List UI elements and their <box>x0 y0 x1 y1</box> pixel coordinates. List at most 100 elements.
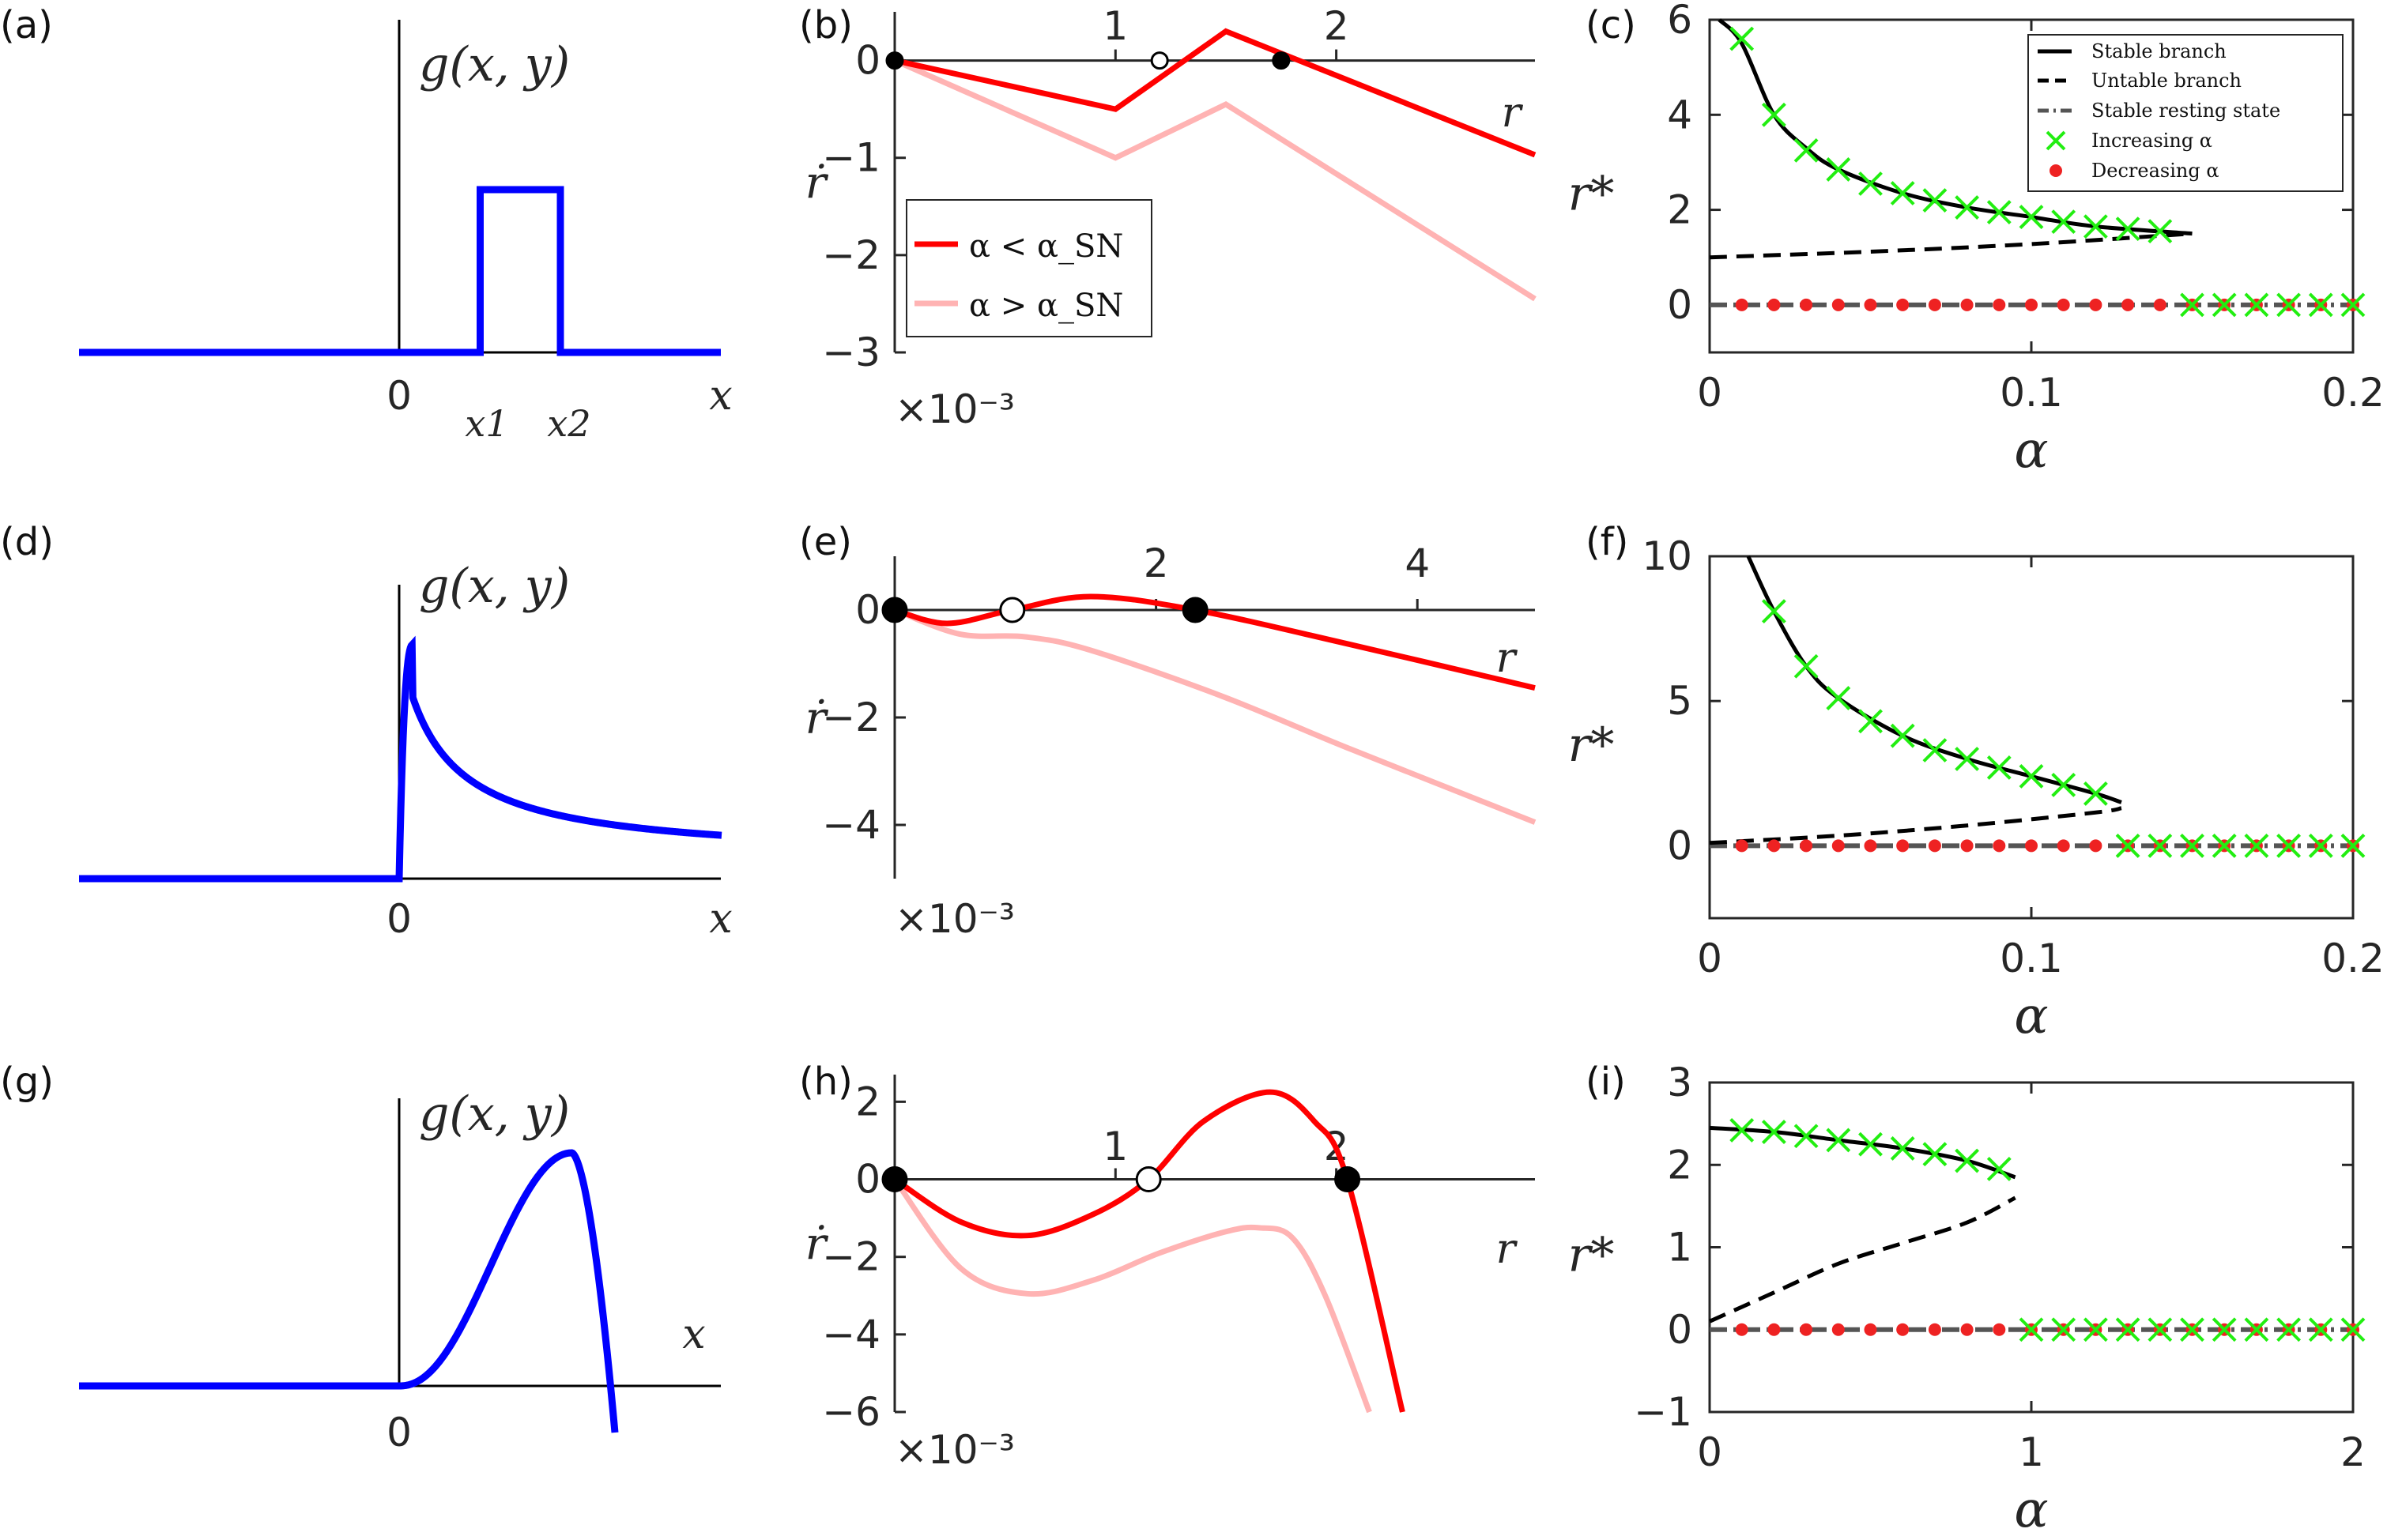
unstable-branch-f <box>1709 806 2122 845</box>
stable-fixed-point-e <box>1182 597 1209 623</box>
y-tick-label-b: 0 <box>855 38 881 84</box>
increasing-marker-c <box>2148 219 2173 244</box>
y-tick-label-h: 2 <box>855 1079 881 1124</box>
decreasing-marker-c <box>2057 298 2070 311</box>
increasing-marker-c <box>2212 292 2237 318</box>
increasing-marker-f <box>1890 723 1915 748</box>
y-tick-label-e: −4 <box>822 802 881 848</box>
decreasing-marker-f <box>1767 839 1781 853</box>
legend-box-c <box>2027 34 2344 192</box>
increasing-marker-i <box>1922 1142 1948 1167</box>
y-tick-label-h: −2 <box>822 1234 881 1280</box>
increasing-marker-c <box>1986 200 2012 224</box>
y-tick-label-i: 0 <box>1667 1307 1692 1353</box>
scale-label-h: ×10⁻³ <box>895 1427 1015 1473</box>
increasing-marker-i <box>2148 1317 2173 1342</box>
decreasing-marker-i <box>1767 1323 1781 1336</box>
y-tick-label-e: −2 <box>822 695 881 740</box>
increasing-marker-c <box>1793 137 1819 163</box>
legend-text-1: Untable branch <box>2091 70 2242 92</box>
y-tick-label-c: 0 <box>1667 282 1692 328</box>
x-tick-label-h: 1 <box>1103 1124 1128 1169</box>
decreasing-marker-i <box>1896 1323 1910 1336</box>
legend-text-gt-b: α > α_SN <box>969 288 1123 324</box>
increasing-marker-f <box>2180 833 2204 858</box>
increasing-marker-i <box>1826 1128 1851 1153</box>
panel-label-b: (b) <box>799 3 853 47</box>
decreasing-marker-f <box>1896 839 1910 853</box>
increasing-marker-f <box>1955 747 1980 771</box>
increasing-marker-f <box>2308 833 2333 858</box>
increasing-marker-c <box>2019 205 2044 230</box>
panel-label-h: (h) <box>799 1060 853 1104</box>
increasing-marker-f <box>1826 686 1851 710</box>
increasing-marker-i <box>1793 1124 1819 1149</box>
increasing-marker-f <box>2019 764 2044 789</box>
x-tick-label-e: 4 <box>1405 540 1430 586</box>
legend-text-2: Stable resting state <box>2091 100 2280 122</box>
increasing-marker-c <box>1858 171 1883 196</box>
rdot-label-b: ṙ <box>805 158 829 209</box>
increasing-marker-f <box>1986 755 2012 780</box>
rdot-label-e: ṙ <box>805 693 829 744</box>
increasing-marker-i <box>2083 1317 2108 1342</box>
unstable-fixed-point-e <box>999 597 1026 623</box>
unstable-fixed-point-b <box>1150 51 1169 70</box>
plot-frame-i <box>1708 1081 2355 1414</box>
increasing-marker-i <box>2340 1317 2366 1342</box>
increasing-marker-c <box>1922 188 1948 213</box>
decreasing-marker-i <box>1735 1323 1748 1336</box>
x-tick-label-f: 0.2 <box>2321 936 2385 981</box>
decreasing-marker-f <box>1735 839 1748 853</box>
increasing-marker-f <box>1761 599 1786 624</box>
increasing-marker-f <box>1922 738 1948 762</box>
legend-box-b <box>906 199 1152 337</box>
panel-label-i: (i) <box>1586 1060 1626 1104</box>
alpha-gt-curve-b <box>893 58 1537 302</box>
y-tick-label-f: 10 <box>1642 533 1692 579</box>
increasing-marker-c <box>1729 26 1755 51</box>
increasing-marker-f <box>2276 833 2302 858</box>
alpha-label-c: α <box>2014 421 2048 480</box>
legend-text-lt-b: α < α_SN <box>969 228 1123 265</box>
x-tick-label-f: 0 <box>1697 936 1722 981</box>
decreasing-marker-f <box>2025 839 2038 853</box>
pulse-curve-a <box>79 186 721 356</box>
x-tick-label-i: 1 <box>2019 1429 2044 1475</box>
y-tick-label-i: −1 <box>1634 1389 1692 1435</box>
decreasing-marker-c <box>1960 298 1974 311</box>
x-tick-label-c: 0 <box>1697 370 1722 416</box>
r-label-h: r <box>1496 1226 1518 1273</box>
decreasing-marker-c <box>1864 298 1877 311</box>
decreasing-marker-i <box>1800 1323 1813 1336</box>
stable-fixed-point-h <box>881 1166 908 1193</box>
increasing-marker-f <box>2148 833 2173 858</box>
r-label-b: r <box>1502 89 1524 137</box>
panel-label-f: (f) <box>1586 520 1628 564</box>
x-tick-label-i: 0 <box>1697 1429 1722 1475</box>
rdot-label-h: ṙ <box>805 1219 829 1271</box>
stable-fixed-point-b <box>885 51 904 70</box>
stable-branch-c <box>1718 18 2193 236</box>
x-tick-label-c: 0.1 <box>2000 370 2063 416</box>
decreasing-marker-c <box>2025 298 2038 311</box>
stable-branch-f <box>1746 555 2122 804</box>
g-label-d: g(x, y) <box>419 559 570 614</box>
increasing-marker-i <box>1955 1148 1980 1173</box>
scale-label-b: ×10⁻³ <box>895 386 1015 432</box>
y-tick-label-h: −4 <box>822 1312 881 1357</box>
y-tick-label-c: 4 <box>1667 92 1692 137</box>
increasing-marker-i <box>2180 1317 2204 1342</box>
x-tick-x1-a: x1 <box>465 402 508 445</box>
alpha-label-i: α <box>2014 1481 2048 1539</box>
increasing-marker-i <box>1729 1118 1755 1143</box>
decreasing-marker-c <box>1800 298 1813 311</box>
increasing-marker-i <box>2244 1317 2269 1342</box>
decreasing-marker-c <box>1735 298 1748 311</box>
legend-marker-decreasing <box>2050 164 2062 177</box>
alpha-lt-curve-e <box>894 593 1536 691</box>
decreasing-marker-c <box>1993 298 2006 311</box>
increasing-marker-c <box>2340 292 2366 318</box>
y-tick-label-f: 5 <box>1667 678 1692 724</box>
